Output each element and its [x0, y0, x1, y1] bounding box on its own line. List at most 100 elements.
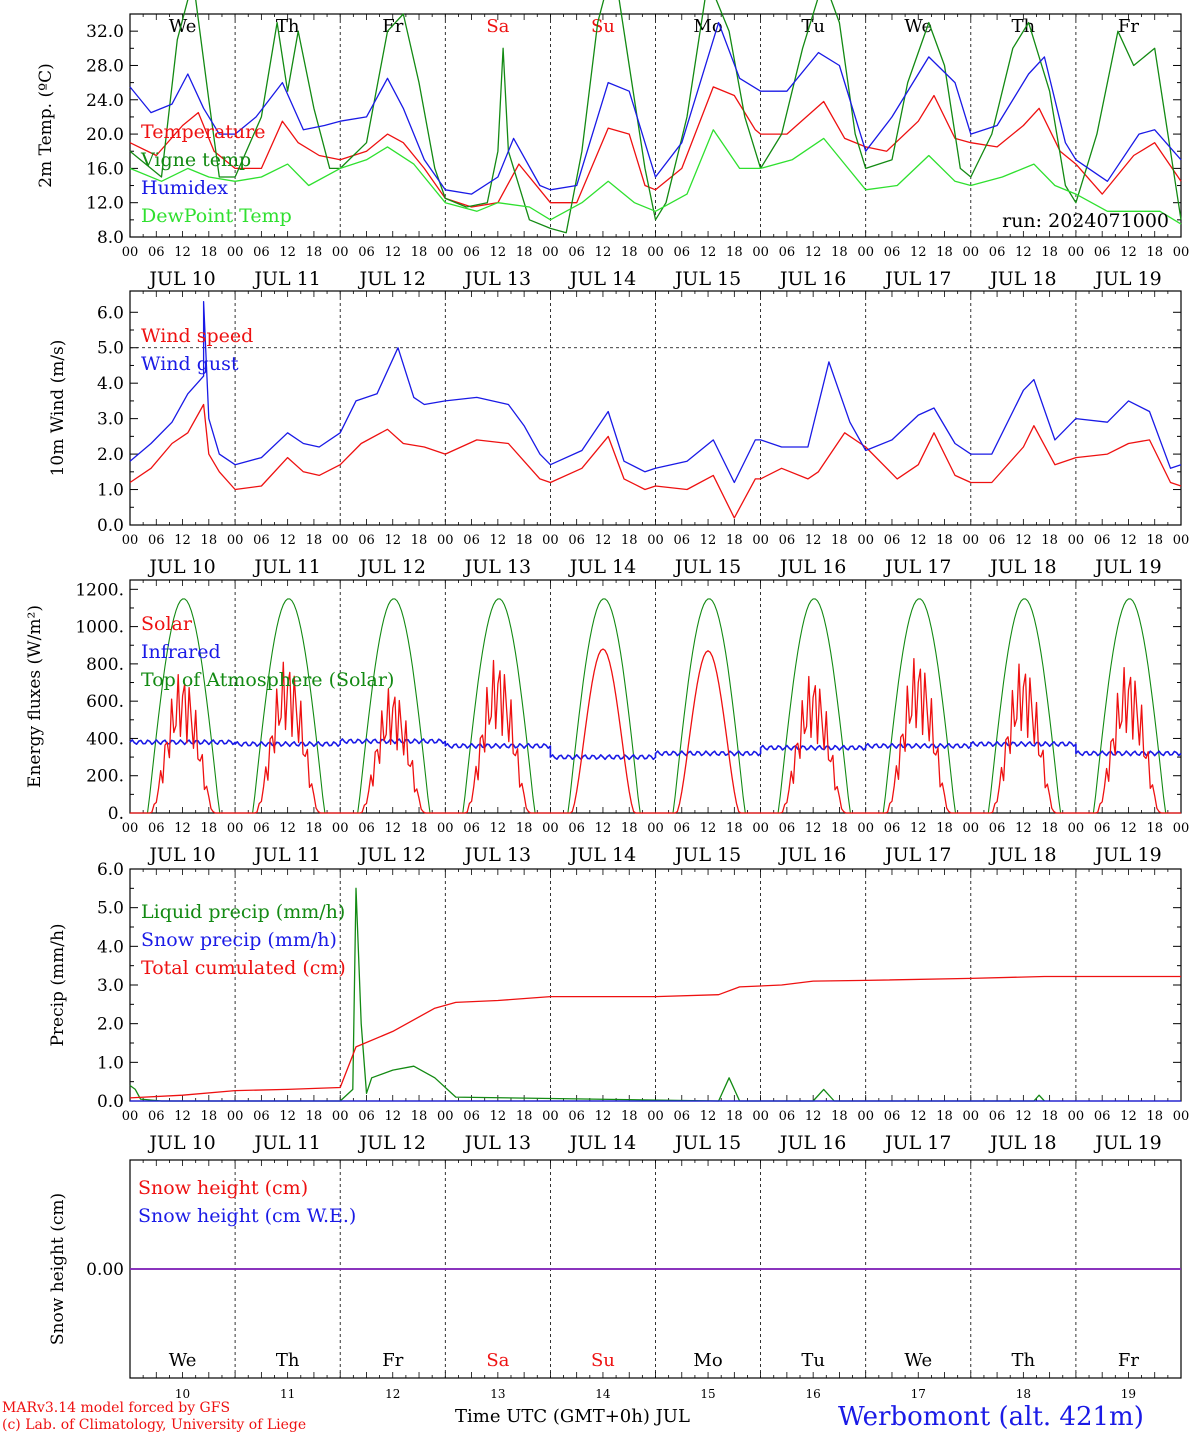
hour-tick-label: 00 [1173, 821, 1190, 836]
date-label: JUL 19 [1093, 1132, 1161, 1154]
hour-tick-label: 18 [306, 1109, 323, 1124]
hour-tick-label: 06 [989, 533, 1006, 548]
weekday-label: We [904, 1350, 932, 1371]
hour-tick-label: 06 [463, 245, 480, 260]
hour-tick-label: 00 [122, 1109, 139, 1124]
y-tick-label: 28.0 [86, 56, 124, 76]
legend-entry: DewPoint Temp [141, 205, 292, 227]
y-axis-label: Snow height (cm) [48, 1193, 68, 1345]
date-label: JUL 15 [673, 1132, 741, 1154]
day-number-label: 12 [385, 1387, 400, 1401]
hour-tick-label: 18 [201, 245, 218, 260]
y-tick-label: 6.0 [97, 860, 124, 880]
panel-5: 0.00 Snow height (cm) Snow height (cm) Snow… [48, 1159, 1182, 1401]
y-tick-label: 0.0 [97, 1092, 124, 1112]
y-tick-label: 1200. [75, 580, 124, 600]
hour-tick-label: 12 [279, 821, 296, 836]
date-label: JUL 17 [883, 556, 951, 578]
hour-tick-label: 18 [831, 1109, 848, 1124]
hour-tick-label: 00 [1173, 245, 1190, 260]
y-tick-label: 800. [86, 655, 124, 675]
legend-entry: Solar [141, 613, 193, 635]
hour-tick-label: 12 [805, 1109, 822, 1124]
legend-entry: Top of Atmosphere (Solar) [141, 669, 394, 691]
legend-entry: Wind gust [141, 353, 239, 375]
y-tick-label: 2.0 [97, 445, 124, 465]
date-label: JUL 10 [147, 1132, 215, 1154]
hour-tick-label: 06 [148, 1109, 165, 1124]
panel-1: 8.0 12.0 16.0 20.0 24.0 28.0 32.0 2m Temp. (ºC)… [36, 0, 1189, 290]
weekday-label: We [169, 16, 197, 37]
legend-entry: Total cumulated (cm) [141, 957, 346, 979]
series-line-1 [129, 86, 1182, 208]
y-tick-label: 3.0 [97, 410, 124, 430]
date-label: JUL 11 [252, 556, 320, 578]
hour-tick-label: 06 [463, 1109, 480, 1124]
hour-tick-label: 00 [437, 533, 454, 548]
hour-tick-label: 18 [1146, 1109, 1163, 1124]
hour-tick-label: 00 [857, 1109, 874, 1124]
series-line-infrared [129, 738, 1182, 761]
date-label: JUL 12 [358, 268, 426, 290]
hour-tick-label: 06 [779, 533, 796, 548]
hour-tick-label: 12 [1120, 821, 1137, 836]
hour-tick-label: 06 [568, 1109, 585, 1124]
credit-line-1: MARv3.14 model forced by GFS [2, 1400, 231, 1416]
weekday-label: Mo [693, 1350, 722, 1371]
hour-tick-label: 18 [1041, 245, 1058, 260]
hour-tick-label: 12 [490, 1109, 507, 1124]
date-label: JUL 12 [358, 1132, 426, 1154]
y-tick-label: 1000. [75, 618, 124, 638]
hour-tick-label: 12 [1015, 821, 1032, 836]
hour-tick-label: 00 [332, 533, 349, 548]
hour-tick-label: 12 [805, 245, 822, 260]
hour-tick-label: 12 [1120, 1109, 1137, 1124]
date-label: JUL 17 [883, 1132, 951, 1154]
hour-tick-label: 00 [1068, 245, 1085, 260]
hour-tick-label: 12 [490, 533, 507, 548]
hour-tick-label: 00 [647, 533, 664, 548]
hour-tick-label: 18 [831, 533, 848, 548]
legend-entry: Snow height (cm W.E.) [138, 1205, 356, 1227]
hour-tick-label: 06 [779, 245, 796, 260]
hour-tick-label: 12 [490, 245, 507, 260]
y-tick-label: 2.0 [97, 1015, 124, 1035]
y-tick-label: 0. [108, 804, 124, 824]
hour-tick-label: 00 [542, 245, 559, 260]
hour-tick-label: 00 [1173, 1109, 1190, 1124]
date-label: JUL 15 [673, 268, 741, 290]
hour-tick-label: 00 [332, 821, 349, 836]
hour-tick-label: 06 [148, 821, 165, 836]
day-number-label: 17 [911, 1387, 926, 1401]
day-number-label: 10 [175, 1387, 190, 1401]
hour-tick-label: 18 [1146, 821, 1163, 836]
date-label: JUL 13 [463, 844, 531, 866]
hour-tick-label: 06 [674, 821, 691, 836]
date-label: JUL 13 [463, 556, 531, 578]
hour-tick-label: 18 [411, 245, 428, 260]
hour-tick-label: 00 [752, 533, 769, 548]
hour-tick-label: 06 [463, 533, 480, 548]
hour-tick-label: 12 [1120, 533, 1137, 548]
legend-entry: Infrared [141, 641, 221, 663]
hour-tick-label: 18 [726, 1109, 743, 1124]
hour-tick-label: 18 [936, 245, 953, 260]
credit-line-2: (c) Lab. of Climatology, University of L… [2, 1417, 307, 1433]
hour-tick-label: 18 [621, 1109, 638, 1124]
day-number-label: 11 [280, 1387, 295, 1401]
series-group [129, 887, 1181, 1102]
hour-tick-label: 12 [174, 1109, 191, 1124]
legend-entry: Snow height (cm) [138, 1177, 308, 1199]
hour-tick-label: 18 [936, 821, 953, 836]
date-label: JUL 16 [778, 556, 846, 578]
weekday-label: Th [276, 16, 300, 37]
date-label: JUL 14 [568, 556, 636, 578]
hour-tick-label: 18 [201, 533, 218, 548]
hour-tick-label: 00 [857, 533, 874, 548]
hour-tick-label: 12 [279, 533, 296, 548]
hour-tick-label: 00 [857, 821, 874, 836]
legend-entry: Wind speed [141, 325, 253, 347]
hour-tick-label: 00 [437, 821, 454, 836]
series-line-1 [129, 403, 1182, 519]
hour-tick-label: 12 [595, 245, 612, 260]
